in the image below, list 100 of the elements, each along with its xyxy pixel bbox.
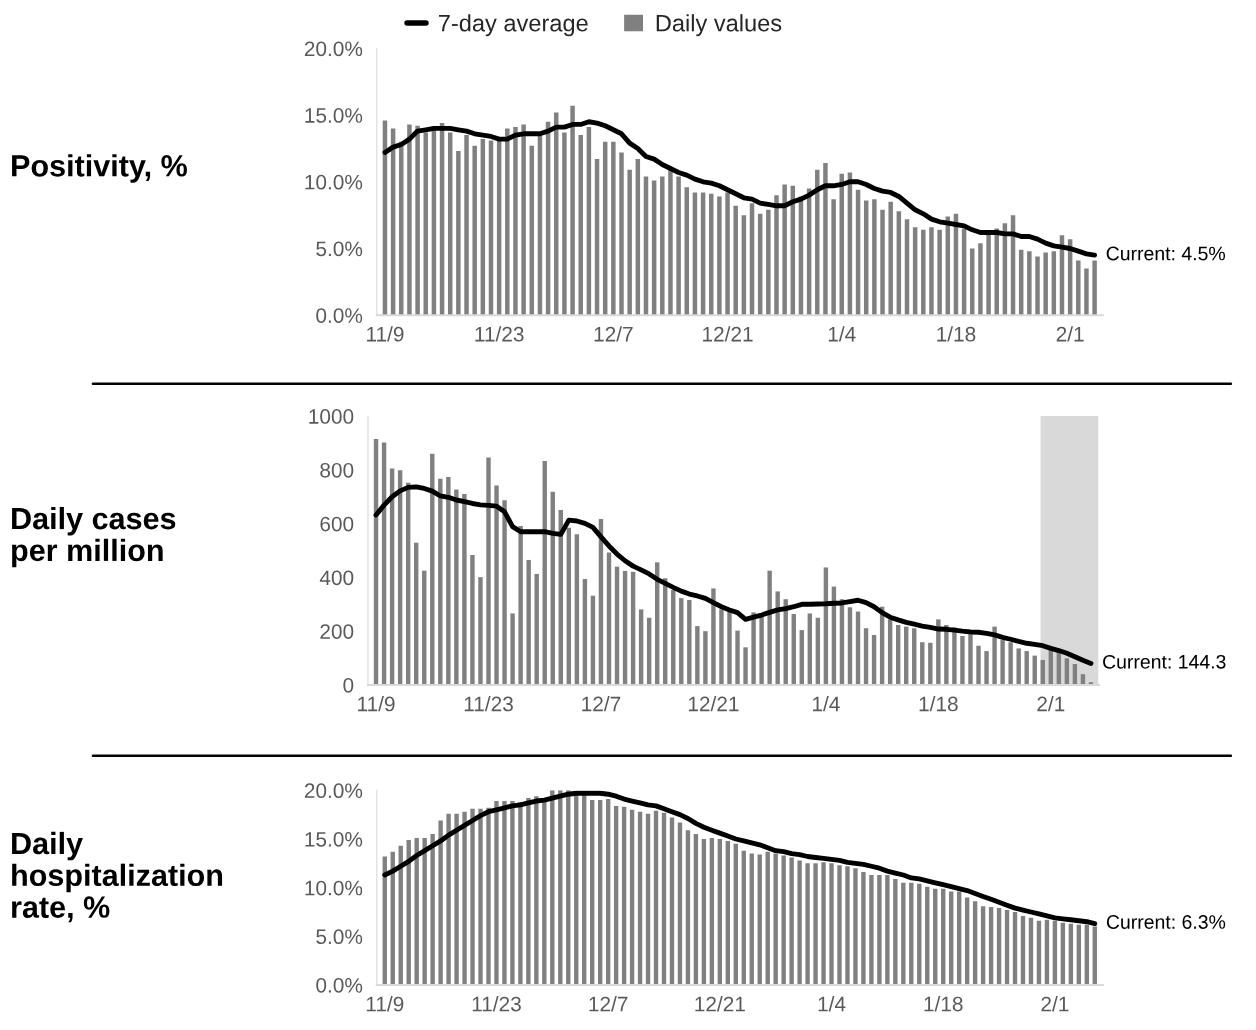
bar bbox=[789, 857, 794, 985]
bar bbox=[703, 631, 708, 685]
bar bbox=[978, 243, 983, 316]
y-tick-label: 10.0% bbox=[305, 174, 363, 190]
bar bbox=[984, 651, 989, 685]
y-tick-label: 20.0% bbox=[304, 41, 363, 57]
text: Daily cases per million bbox=[12, 506, 176, 568]
bar bbox=[937, 229, 942, 316]
bar bbox=[719, 609, 724, 685]
bar bbox=[709, 838, 715, 985]
bar bbox=[653, 810, 659, 985]
y-tick-label: 5.0% bbox=[316, 241, 363, 257]
bar bbox=[717, 196, 722, 316]
bar bbox=[797, 860, 802, 985]
bar bbox=[872, 199, 877, 316]
x-tick-label: 1/4 bbox=[818, 996, 846, 1012]
y-tick-label: 15.0% bbox=[305, 108, 363, 123]
bar bbox=[613, 805, 619, 985]
bar bbox=[574, 534, 580, 685]
bar bbox=[861, 872, 866, 985]
bar bbox=[701, 838, 707, 985]
bar bbox=[676, 176, 681, 316]
bar bbox=[944, 625, 949, 685]
bar bbox=[749, 853, 754, 985]
bar bbox=[845, 866, 850, 985]
y-tick-label: 600 bbox=[320, 516, 354, 532]
bar bbox=[960, 636, 965, 685]
bar bbox=[502, 801, 507, 985]
bar bbox=[805, 863, 810, 985]
bar bbox=[521, 124, 526, 316]
bar bbox=[1024, 651, 1029, 685]
bar bbox=[423, 132, 428, 316]
text: Daily hospitalization rate, % bbox=[12, 831, 223, 923]
bar bbox=[1008, 642, 1013, 685]
bar bbox=[661, 812, 667, 985]
y-tick-label: 0.0% bbox=[316, 308, 363, 323]
bar bbox=[711, 588, 716, 685]
bar bbox=[582, 579, 588, 685]
bar bbox=[807, 613, 813, 685]
bar bbox=[494, 485, 499, 685]
bar bbox=[464, 135, 469, 316]
bar bbox=[823, 163, 828, 316]
x-tick-label: 11/9 bbox=[366, 996, 404, 1012]
bar bbox=[829, 863, 834, 985]
y-tick-label: 1000 bbox=[309, 409, 354, 424]
bar bbox=[773, 853, 778, 985]
bar bbox=[1092, 260, 1097, 316]
bar bbox=[446, 476, 451, 685]
bar bbox=[630, 571, 636, 685]
bar bbox=[1016, 648, 1021, 685]
bar bbox=[679, 598, 684, 685]
bar bbox=[893, 878, 898, 985]
x-tick-label: 2/1 bbox=[1056, 326, 1084, 342]
bar bbox=[888, 201, 893, 316]
bar bbox=[570, 105, 575, 316]
bar bbox=[415, 125, 420, 316]
bar bbox=[733, 843, 738, 985]
bar bbox=[725, 840, 731, 985]
x-tick-label: 1/18 bbox=[937, 326, 976, 342]
bar bbox=[438, 820, 443, 985]
bar bbox=[976, 645, 981, 685]
bar bbox=[1004, 910, 1010, 985]
bar bbox=[917, 883, 922, 985]
bar bbox=[925, 886, 930, 985]
bar bbox=[534, 796, 539, 985]
bar bbox=[929, 227, 934, 316]
bar bbox=[660, 176, 665, 316]
y-tick-label: 200 bbox=[320, 624, 354, 639]
bar bbox=[454, 813, 459, 985]
bar bbox=[502, 500, 507, 685]
x-tick-label: 11/23 bbox=[475, 326, 524, 342]
bar bbox=[478, 577, 483, 685]
bar bbox=[813, 863, 818, 985]
bar bbox=[1020, 915, 1026, 985]
bar bbox=[550, 790, 555, 985]
bar bbox=[542, 799, 547, 985]
bar bbox=[781, 855, 786, 985]
bar bbox=[1084, 268, 1089, 316]
bar bbox=[526, 559, 531, 685]
bar bbox=[766, 209, 771, 316]
bar bbox=[901, 882, 906, 985]
bar bbox=[622, 570, 628, 685]
x-tick-label: 1/18 bbox=[924, 996, 963, 1012]
bar bbox=[518, 526, 523, 685]
bar bbox=[422, 570, 427, 685]
x-tick-label: 11/23 bbox=[472, 996, 521, 1012]
y-tick-label: 10.0% bbox=[305, 880, 363, 896]
bar bbox=[847, 607, 853, 685]
y-tick-label: 400 bbox=[319, 570, 354, 586]
bar bbox=[968, 634, 973, 685]
bar bbox=[1035, 256, 1040, 316]
x-tick-label: 11/9 bbox=[358, 696, 395, 712]
bar bbox=[693, 834, 699, 985]
bar bbox=[725, 192, 730, 316]
line-series bbox=[382, 790, 1098, 927]
bar bbox=[941, 888, 946, 985]
bar bbox=[949, 891, 954, 985]
bar bbox=[1044, 919, 1050, 985]
x-tick-label: 2/1 bbox=[1041, 996, 1069, 1012]
x-tick-label: 2/1 bbox=[1037, 696, 1065, 712]
